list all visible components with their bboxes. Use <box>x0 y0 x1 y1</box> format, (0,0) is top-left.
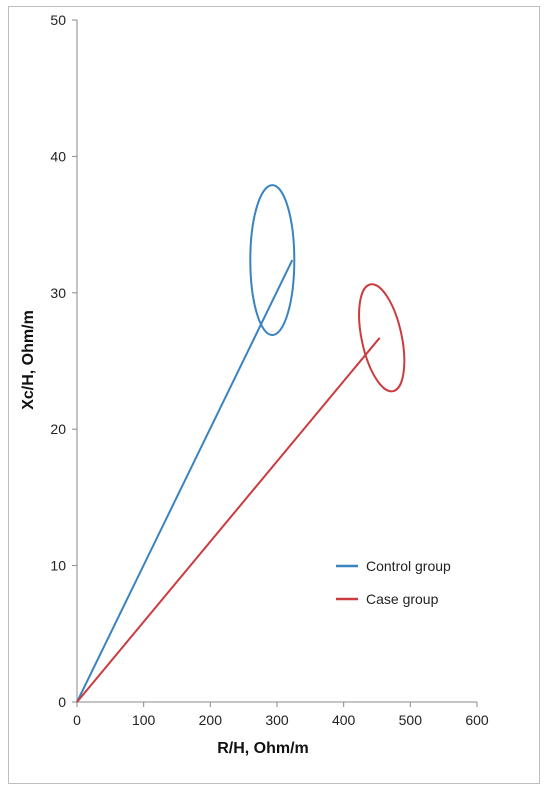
x-tick-label: 0 <box>73 712 81 728</box>
y-tick-label: 20 <box>50 421 66 437</box>
y-tick-label: 30 <box>50 285 66 301</box>
axes: 0 100 200 300 400 500 600 0 10 20 30 40 50 <box>50 12 488 728</box>
x-tick-label: 500 <box>399 712 423 728</box>
y-tick-label: 40 <box>50 148 66 164</box>
x-tick-label: 300 <box>265 712 289 728</box>
y-tick-label: 50 <box>50 12 66 28</box>
plot-area <box>76 184 406 703</box>
x-tick-label: 100 <box>132 712 156 728</box>
legend-label-2: Case group <box>366 591 439 607</box>
series-line-1 <box>76 259 294 703</box>
confidence-ellipse-1 <box>249 184 296 337</box>
confidence-ellipse-2 <box>358 283 406 393</box>
y-tick-label: 0 <box>58 694 66 710</box>
x-tick-label: 400 <box>332 712 356 728</box>
series-line-2 <box>76 337 381 703</box>
y-axis-title: Xc/H, Ohm/m <box>20 310 37 410</box>
chart-frame <box>8 6 540 784</box>
legend-label-1: Control group <box>366 558 451 574</box>
legend: Control group Case group <box>336 558 451 607</box>
x-axis-title: R/H, Ohm/m <box>217 740 309 757</box>
y-tick-label: 10 <box>50 558 66 574</box>
x-tick-label: 200 <box>199 712 223 728</box>
x-tick-label: 600 <box>465 712 489 728</box>
